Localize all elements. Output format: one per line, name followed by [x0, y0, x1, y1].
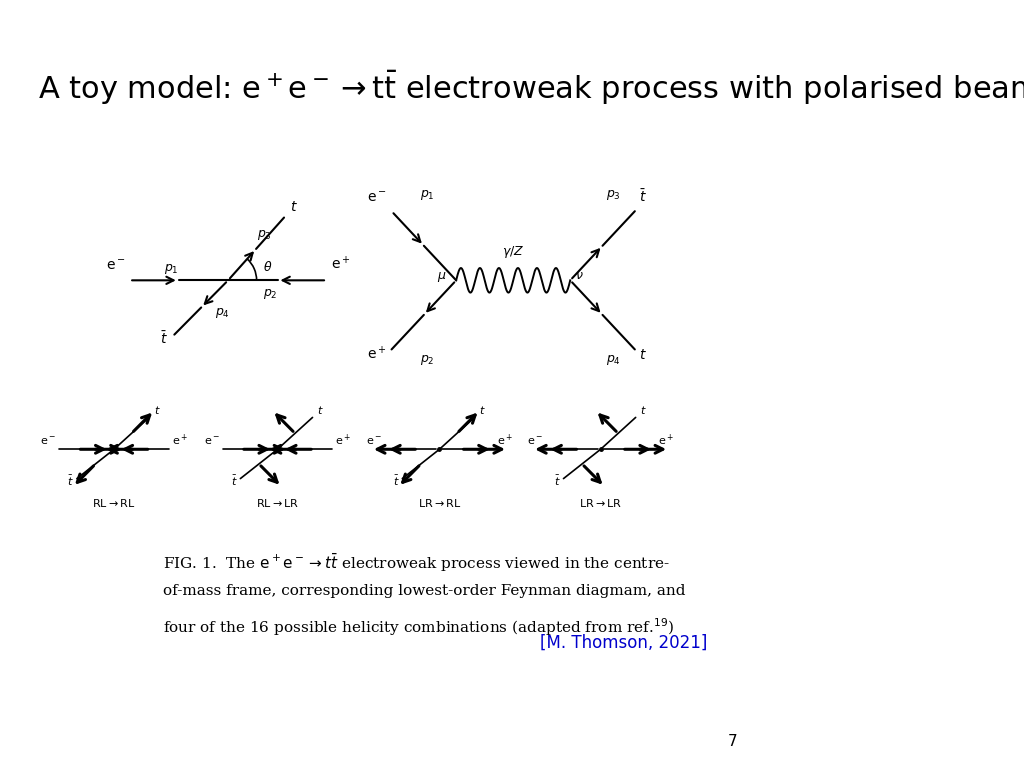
- Text: $\mathrm{LR \rightarrow LR}$: $\mathrm{LR \rightarrow LR}$: [579, 497, 623, 509]
- Text: $p_2$: $p_2$: [262, 286, 278, 301]
- Text: $\bar{t}$: $\bar{t}$: [161, 330, 168, 347]
- Text: $\mathrm{e^+}$: $\mathrm{e^+}$: [368, 345, 387, 362]
- Text: $\theta$: $\theta$: [263, 260, 272, 274]
- Text: $p_4$: $p_4$: [606, 353, 621, 368]
- Text: $p_3$: $p_3$: [257, 228, 272, 242]
- Text: A toy model: $\mathrm{e^+e^- \rightarrow t\bar{t}}$ electroweak process with pol: A toy model: $\mathrm{e^+e^- \rightarrow…: [38, 69, 1024, 108]
- Text: $\bar{t}$: $\bar{t}$: [392, 474, 399, 488]
- Text: $\mathrm{e^-}$: $\mathrm{e^-}$: [40, 435, 56, 447]
- Text: four of the 16 possible helicity combinations (adapted from ref.$^{19}$): four of the 16 possible helicity combina…: [164, 616, 675, 637]
- Text: $\bar{t}$: $\bar{t}$: [639, 188, 647, 205]
- Text: $\bar{t}$: $\bar{t}$: [230, 474, 238, 488]
- Text: $\mathrm{e^-}$: $\mathrm{e^-}$: [204, 435, 220, 447]
- Text: $t$: $t$: [640, 403, 647, 415]
- Text: $\mathrm{RL \rightarrow RL}$: $\mathrm{RL \rightarrow RL}$: [92, 497, 136, 509]
- Text: 7: 7: [728, 733, 737, 749]
- Text: $\mathrm{RL \rightarrow LR}$: $\mathrm{RL \rightarrow LR}$: [256, 497, 299, 509]
- Text: $\mathrm{LR \rightarrow RL}$: $\mathrm{LR \rightarrow RL}$: [418, 497, 461, 509]
- Text: $\mu$: $\mu$: [436, 270, 446, 284]
- Text: of-mass frame, corresponding lowest-order Feynman diagmam, and: of-mass frame, corresponding lowest-orde…: [164, 584, 686, 598]
- Text: $p_2$: $p_2$: [421, 353, 435, 368]
- Text: $\nu$: $\nu$: [574, 269, 584, 282]
- Text: $\mathrm{e^+}$: $\mathrm{e^+}$: [498, 432, 513, 448]
- Text: $\bar{t}$: $\bar{t}$: [554, 474, 560, 488]
- Text: $\mathrm{e^-}$: $\mathrm{e^-}$: [526, 435, 543, 447]
- Text: $\bar{t}$: $\bar{t}$: [68, 474, 74, 488]
- Text: $\mathrm{e^+}$: $\mathrm{e^+}$: [172, 432, 187, 448]
- Text: $\mathrm{e^-}$: $\mathrm{e^-}$: [105, 259, 126, 273]
- Text: $p_4$: $p_4$: [215, 306, 230, 319]
- Text: $t$: $t$: [290, 200, 298, 214]
- Text: $p_1$: $p_1$: [164, 262, 178, 276]
- Text: $t$: $t$: [639, 349, 647, 362]
- Text: $t$: $t$: [479, 403, 485, 415]
- Text: $p_1$: $p_1$: [421, 188, 435, 203]
- Text: $\gamma/Z$: $\gamma/Z$: [502, 244, 524, 260]
- Text: $\mathrm{e^-}$: $\mathrm{e^-}$: [366, 435, 382, 447]
- Text: $p_3$: $p_3$: [606, 188, 621, 203]
- Text: $t$: $t$: [154, 403, 161, 415]
- Text: $\mathrm{e^-}$: $\mathrm{e^-}$: [368, 191, 387, 205]
- Text: $\mathrm{e^+}$: $\mathrm{e^+}$: [658, 432, 675, 448]
- Text: $\mathrm{e^+}$: $\mathrm{e^+}$: [335, 432, 351, 448]
- Text: $\mathrm{e^+}$: $\mathrm{e^+}$: [331, 255, 350, 273]
- Text: [M. Thomson, 2021]: [M. Thomson, 2021]: [540, 634, 708, 651]
- Text: FIG. 1.  The $\mathrm{e^+e^-} \rightarrow t\bar{t}$ electroweak process viewed i: FIG. 1. The $\mathrm{e^+e^-} \rightarrow…: [164, 551, 671, 574]
- Text: $t$: $t$: [317, 403, 324, 415]
